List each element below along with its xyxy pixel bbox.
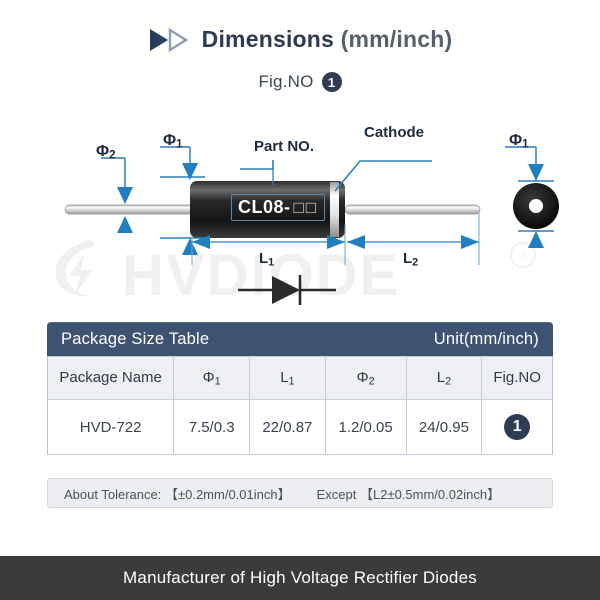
cathode-callout-label: Cathode [364,124,424,141]
table-header-row: Package Name Φ1 L1 Φ2 L2 Fig. [46,356,553,400]
table-row: HVD-722 7.5/0.3 22/0.87 1.2/0.05 24/0.95… [46,399,553,455]
figure-number-badge: 1 [321,72,342,92]
footer-banner: Manufacturer of High Voltage Rectifier D… [0,556,600,600]
cell-phi1: 7.5/0.3 [173,399,250,455]
tolerance-note-main: About Tolerance: 【±0.2mm/0.01inch】 [64,484,291,503]
page-title-main: Dimensions [201,26,335,52]
tolerance-note-label: About Tolerance: [64,486,162,502]
dimension-label-l1: L1 [259,250,275,269]
column-header-phi2: Φ2 [324,356,407,400]
column-header-phi1: Φ1 [173,356,250,400]
cell-phi2: 1.2/0.05 [324,399,407,455]
double-chevron-right-icon [148,27,192,53]
column-header-l2: L2 [405,356,483,400]
cell-l1: 22/0.87 [249,399,326,455]
table-title: Package Size Table [61,329,210,348]
column-header-fig-no: Fig.NO [481,356,553,400]
column-header-package-name: Package Name [46,356,175,400]
page-title-row: Dimensions (mm/inch) [0,26,600,53]
tolerance-except-value: 【L2±0.5mm/0.02inch】 [359,486,501,502]
table-header-bar: Package Size Table Unit(mm/inch) [47,322,553,356]
figure-number-badge-table: 1 [504,414,531,440]
page-title: Dimensions (mm/inch) [202,26,453,53]
body-marking-text: CL08- [238,197,291,217]
tolerance-note-value: 【±0.2mm/0.01inch】 [164,486,291,502]
tolerance-note: About Tolerance: 【±0.2mm/0.01inch】 Excep… [47,478,553,508]
body-marking-placeholders: □□ [293,197,319,217]
page-title-unit: (mm/inch) [340,26,453,52]
dimension-label-phi1-left: Φ1 [163,132,183,151]
tolerance-except-label: Except [316,486,357,502]
body-marking: CL08- □□ [231,194,326,221]
tolerance-note-except: Except 【L2±0.5mm/0.02inch】 [317,484,500,503]
cell-package-name: HVD-722 [46,399,175,455]
dimension-label-phi1-right: Φ1 [509,132,529,151]
dimension-label-phi2: Φ2 [96,143,116,162]
figure-number-row: Fig.NO 1 [0,72,600,92]
footer-text: Manufacturer of High Voltage Rectifier D… [123,568,477,587]
package-drawing-svg [64,146,559,305]
part-no-callout-label: Part NO. [254,138,315,155]
dimension-label-l2: L2 [403,250,419,269]
figure-label: Fig.NO [258,72,314,91]
table-unit: Unit(mm/inch) [433,329,539,348]
package-size-table: Package Size Table Unit(mm/inch) Package… [46,322,553,455]
column-header-l1: L1 [249,356,326,400]
cell-fig-no: 1 [481,399,553,455]
cell-l2: 24/0.95 [405,399,483,455]
package-drawing: Part NO. Cathode Φ2 Φ1 Φ1 L1 L2 CL08- □□ [0,105,600,315]
size-table: Package Name Φ1 L1 Φ2 L2 Fig. [46,356,553,455]
